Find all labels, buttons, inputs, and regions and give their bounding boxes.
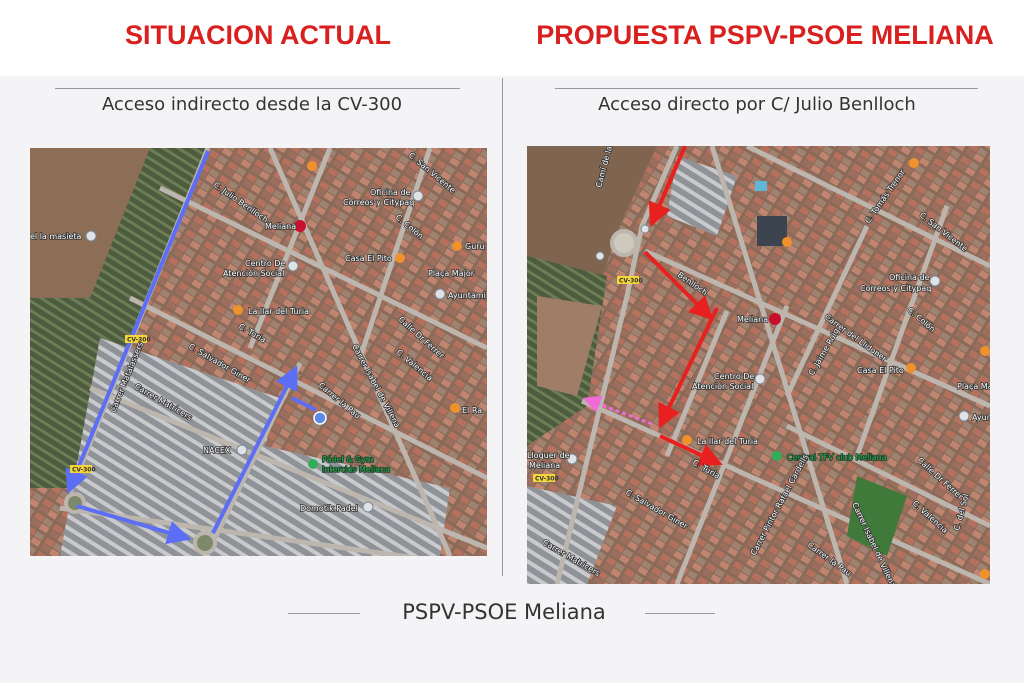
alternative-route — [582, 395, 653, 426]
right-title: PROPUESTA PSPV-PSOE MELIANA — [536, 20, 994, 50]
streets — [554, 146, 990, 584]
metro-icon[interactable] — [769, 313, 781, 325]
farmland — [537, 296, 602, 396]
map-label: Ayuntami — [448, 291, 486, 300]
map-label: Plaça Ma — [957, 382, 990, 391]
left-title: SITUACION ACTUAL — [125, 20, 391, 50]
map-label: La llar del Turia — [697, 437, 758, 446]
footer-brand: PSPV-PSOE Meliana — [402, 600, 606, 624]
map-label: Domotik Padel — [300, 504, 358, 513]
header-band — [0, 0, 1024, 76]
proposed-route — [643, 146, 723, 466]
club-icon[interactable] — [772, 451, 782, 461]
map-label: el la masieta — [30, 232, 82, 241]
cv300-badge — [617, 276, 639, 284]
right-subtitle: Acceso directo por C/ Julio Benlloch — [598, 94, 916, 115]
map-label: Oficina de — [889, 273, 930, 282]
right-map[interactable]: CV-300 CV-300 Camí de la C Benlloch Meli… — [527, 146, 990, 584]
home-pin-icon[interactable] — [313, 411, 327, 425]
map-label: NACEX — [203, 446, 231, 455]
place-icons[interactable] — [566, 224, 970, 465]
road-label: CV-300 — [72, 467, 96, 474]
map-label: Intercids Meliana — [322, 465, 390, 474]
left-divider — [55, 88, 460, 89]
farmland — [30, 148, 150, 298]
footer-line-left — [288, 613, 360, 614]
map-label: Casa El Pito — [345, 254, 392, 263]
restaurant-icons[interactable] — [233, 161, 462, 413]
park — [847, 476, 907, 556]
road-label: CV-300 — [535, 476, 559, 483]
cv300-badge — [125, 335, 147, 343]
center-divider — [502, 78, 503, 576]
map-label: Guru — [465, 242, 485, 251]
right-divider — [555, 88, 978, 89]
map-label: Lloguer de — [527, 451, 570, 460]
map-label: La llar del Turia — [248, 307, 309, 316]
footer-line-right — [645, 613, 715, 614]
roundabout — [193, 531, 217, 555]
left-map[interactable]: CV-300 CV-300 C. Julio Benlloch Meliana … — [30, 148, 487, 556]
left-subtitle: Acceso indirecto desde la CV-300 — [101, 94, 403, 115]
industrial-area — [220, 438, 450, 556]
map-label: Correos y Citypaq — [343, 198, 414, 207]
map-label: Oficina de — [370, 188, 411, 197]
place-icons[interactable] — [85, 190, 446, 513]
map-label: Atención Social — [692, 381, 753, 391]
map-label: Meliana — [265, 222, 296, 231]
restaurant-icons[interactable] — [682, 158, 990, 579]
current-route — [65, 150, 317, 545]
map-label: El Ra — [462, 406, 482, 415]
map-label: Casa El Pito — [857, 366, 904, 375]
gym-icon[interactable] — [308, 459, 318, 469]
road-label: CV-300 — [619, 278, 643, 285]
map-label: Pádel & Gym — [322, 455, 374, 464]
cv300-badge — [533, 474, 555, 482]
metro-icon[interactable] — [294, 220, 306, 232]
map-label: Correos y Citypaq — [860, 284, 931, 293]
map-label: Meliana — [529, 461, 560, 470]
map-label: Plaça Major — [428, 269, 475, 278]
map-label: Ayun — [972, 413, 990, 422]
map-label: Meliana — [737, 315, 768, 324]
cv300-badge — [70, 465, 92, 473]
map-label: Central TFV club Meliana — [787, 453, 887, 462]
road-label: CV-300 — [127, 337, 151, 344]
pond — [757, 216, 787, 246]
roundabout — [610, 229, 638, 257]
pool — [755, 181, 767, 191]
map-label: Centro De — [245, 259, 285, 268]
industrial-area — [527, 486, 617, 584]
map-label: Centro De — [714, 372, 754, 381]
map-label: Atención Social — [223, 268, 284, 278]
